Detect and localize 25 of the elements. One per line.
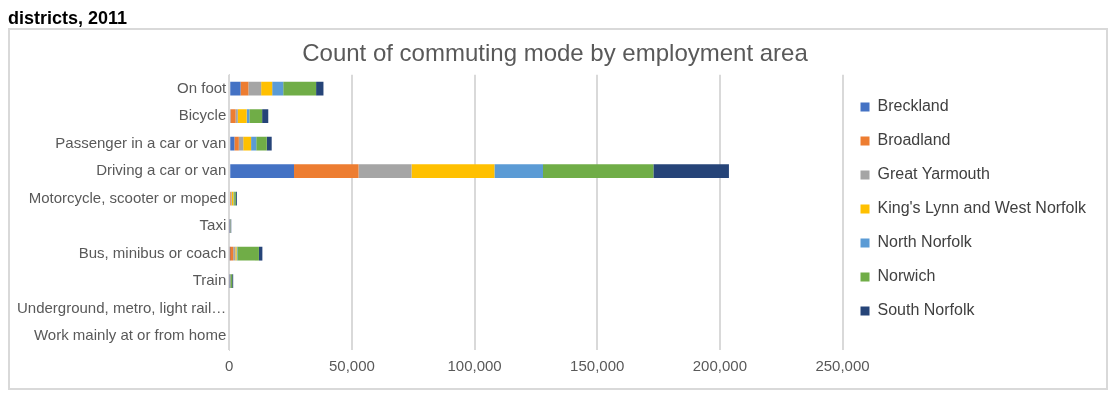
- legend-label: North Norfolk: [877, 233, 973, 251]
- x-tick-label: 200,000: [692, 357, 747, 375]
- x-tick-label: 250,000: [815, 357, 870, 375]
- y-tick-label: Passenger in a car or van: [55, 133, 227, 151]
- legend-label: King's Lynn and West Norfolk: [877, 199, 1087, 217]
- x-tick-label: 50,000: [328, 357, 375, 375]
- y-tick-label: On foot: [177, 78, 228, 96]
- chart-title: Count of commuting mode by employment area: [302, 39, 809, 67]
- x-tick-label: 100,000: [447, 357, 502, 375]
- y-tick-label: Work mainly at or from home: [33, 326, 227, 344]
- y-tick-label: Taxi: [199, 216, 227, 234]
- y-tick-label: Train: [192, 271, 227, 289]
- y-tick-label: Underground, metro, light rail…: [16, 298, 227, 316]
- legend-label: Great Yarmouth: [877, 165, 990, 183]
- legend-label: Breckland: [877, 97, 949, 115]
- y-tick-label: Motorcycle, scooter or moped: [28, 188, 227, 206]
- x-tick-label: 0: [225, 357, 234, 375]
- y-tick-label: Bicycle: [178, 106, 227, 124]
- text: districts, 2011: [8, 8, 129, 28]
- legend-label: Broadland: [877, 131, 951, 149]
- x-tick-label: 150,000: [570, 357, 625, 375]
- legend-label: Norwich: [877, 267, 936, 285]
- legend-label: South Norfolk: [877, 301, 976, 319]
- y-tick-label: Bus, minibus or coach: [78, 243, 227, 261]
- y-tick-label: Driving a car or van: [96, 161, 227, 179]
